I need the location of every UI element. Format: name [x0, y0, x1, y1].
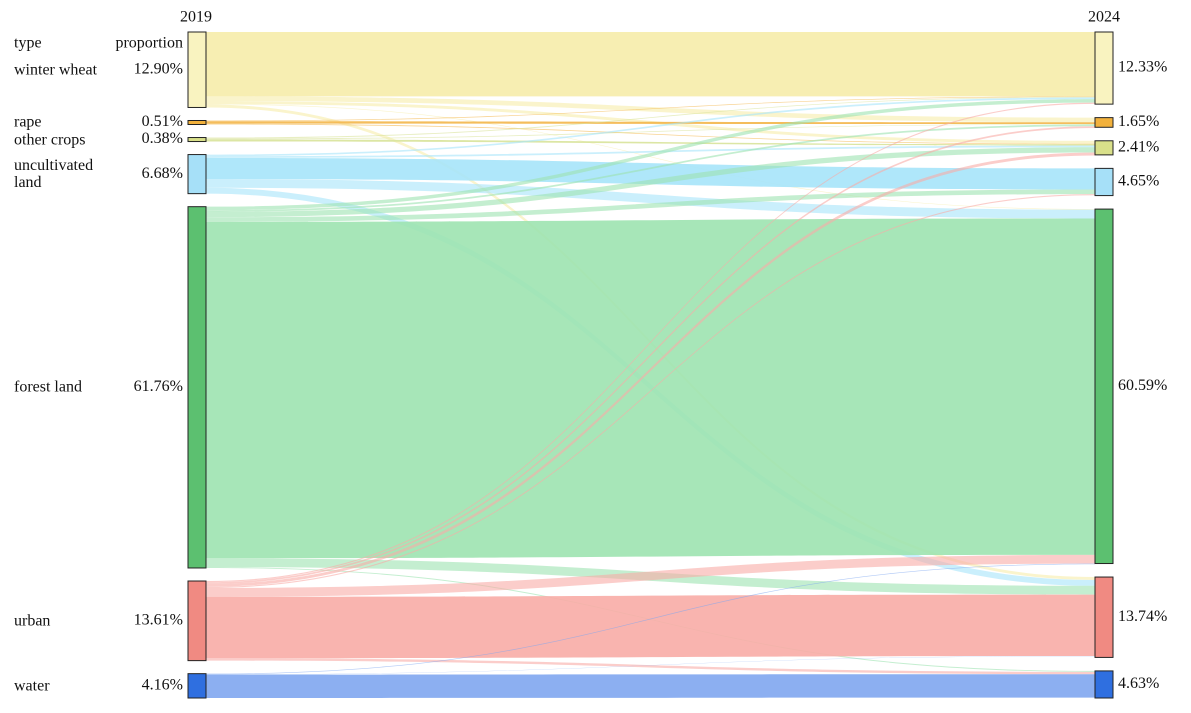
flow [206, 189, 1095, 222]
node-2024 [1094, 167, 1114, 197]
flow [206, 139, 1095, 146]
header-proportion: proportion [115, 35, 183, 52]
proportion-2024: 13.74% [1118, 608, 1167, 625]
flow [206, 102, 1095, 583]
category-label: water [14, 677, 50, 695]
flow [206, 194, 1095, 589]
flow [206, 152, 1095, 587]
category-label: uncultivated land [14, 157, 94, 192]
proportion-2019: 61.76% [134, 378, 183, 395]
flow [206, 96, 1095, 123]
proportion-2024: 4.63% [1118, 675, 1159, 692]
category-label: forest land [14, 378, 82, 396]
flow [206, 121, 1095, 125]
node-2024 [1094, 208, 1114, 565]
flow [206, 658, 1095, 675]
flow [206, 103, 1095, 210]
node-2019 [187, 673, 207, 699]
flow [206, 32, 1095, 97]
node-2019 [187, 206, 207, 569]
proportion-2024: 12.33% [1118, 59, 1167, 76]
proportion-2024: 1.65% [1118, 113, 1159, 130]
links [206, 32, 1095, 698]
proportion-2019: 0.38% [142, 130, 183, 147]
flow [206, 123, 1095, 145]
flow [206, 124, 1095, 140]
proportion-2024: 60.59% [1118, 377, 1167, 394]
node-2024 [1094, 670, 1114, 699]
flow [206, 218, 1095, 559]
proportion-2019: 4.16% [142, 677, 183, 694]
proportion-2019: 12.90% [134, 60, 183, 77]
flow [206, 563, 1095, 675]
node-2024 [1094, 140, 1114, 156]
flow [206, 145, 1095, 158]
flow [206, 656, 1095, 675]
flow [206, 97, 1095, 157]
header-type: type [14, 35, 42, 52]
proportion-2024: 4.65% [1118, 173, 1159, 190]
flow [206, 674, 1095, 698]
flow [206, 147, 1095, 218]
flow [206, 157, 1095, 190]
node-2019 [187, 137, 207, 143]
node-2024 [1094, 576, 1114, 658]
flow [206, 554, 1095, 597]
category-label: rape [14, 113, 42, 131]
flow [206, 124, 1095, 212]
flow [206, 594, 1095, 659]
proportion-2019: 0.51% [142, 113, 183, 130]
flow [206, 99, 1095, 211]
column-title: 2024 [1088, 9, 1120, 26]
flow [206, 126, 1095, 584]
node-2019 [187, 31, 207, 108]
category-label: other crops [14, 131, 86, 149]
column-title: 2019 [180, 9, 212, 26]
proportion-2019: 6.68% [142, 165, 183, 182]
category-label: urban [14, 612, 51, 630]
node-2024 [1094, 31, 1114, 105]
proportion-2024: 2.41% [1118, 139, 1159, 156]
node-2019 [187, 119, 207, 125]
flow [206, 179, 1095, 219]
node-2024 [1094, 117, 1114, 128]
node-2019 [187, 580, 207, 662]
proportion-2019: 13.61% [134, 611, 183, 628]
flow [206, 96, 1095, 139]
node-2019 [187, 154, 207, 195]
category-label: winter wheat [14, 61, 98, 79]
flow [206, 96, 1095, 122]
